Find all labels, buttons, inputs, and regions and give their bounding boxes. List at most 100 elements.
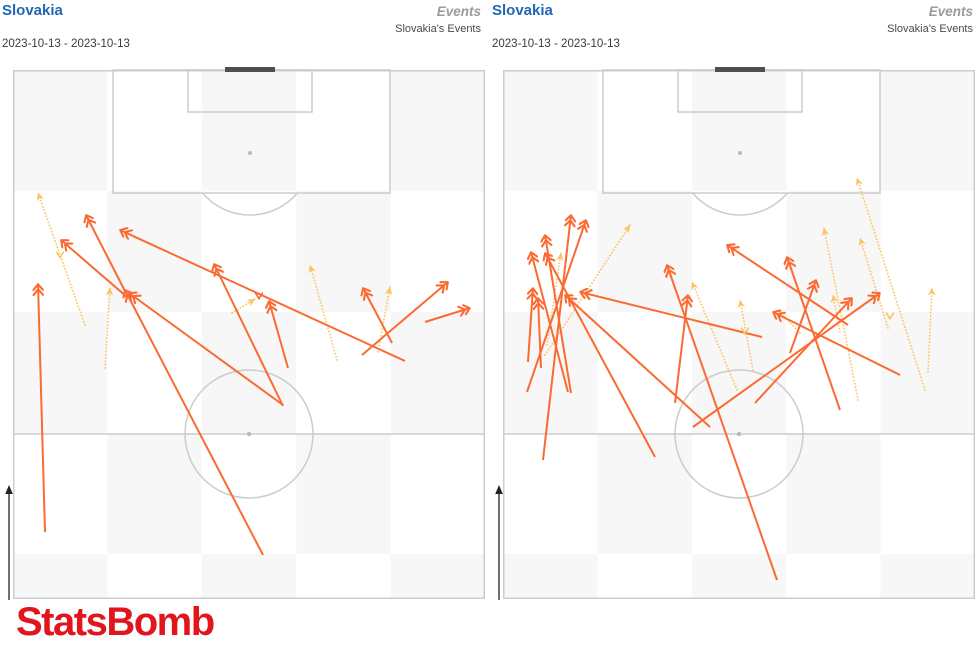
- statsbomb-logo: StatsBomb: [16, 600, 215, 644]
- completed-pass-arrow: [269, 301, 289, 369]
- completed-pass-arrow: [787, 257, 841, 411]
- pitch-zone: [296, 433, 391, 554]
- chart-subtitle: Slovakia's Events: [887, 23, 973, 35]
- completed-pass-arrow: [61, 240, 128, 298]
- pitch-zone: [296, 191, 391, 312]
- completed-pass-arrow: [692, 293, 880, 428]
- completed-pass-arrow: [361, 282, 448, 356]
- pitch-zone: [390, 433, 485, 554]
- pitch-zone: [786, 554, 881, 599]
- pitch-zone: [597, 312, 692, 433]
- pitch-zone: [107, 312, 202, 433]
- incomplete-pass-arrow: [36, 192, 86, 326]
- pitch-zone: [691, 433, 787, 554]
- pitch-zone: [390, 554, 485, 599]
- completed-pass-arrow: [565, 295, 711, 428]
- pitch-zone: [201, 70, 297, 191]
- chart-subtitle: Slovakia's Events: [395, 23, 481, 35]
- pitch-zone: [13, 191, 108, 312]
- incomplete-pass-arrow: [821, 227, 859, 401]
- pitch-zone: [503, 312, 598, 433]
- date-range: 2023-10-13 - 2023-10-13: [492, 38, 620, 50]
- penalty-spot: [738, 151, 742, 155]
- pitch-zone: [201, 433, 297, 554]
- pitch-zone: [691, 312, 787, 433]
- center-spot: [246, 431, 252, 437]
- pitch-zone: [107, 433, 202, 554]
- pitch-zone: [201, 191, 297, 312]
- pitch-zone: [786, 433, 881, 554]
- attack-direction-arrowhead: [495, 485, 503, 494]
- completed-pass-arrow: [754, 298, 852, 404]
- goal: [225, 67, 275, 72]
- completed-pass-arrow: [214, 264, 284, 407]
- pitch-zone: [201, 312, 297, 433]
- completed-pass-arrow: [531, 252, 569, 393]
- incomplete-pass-arrow: [855, 177, 926, 391]
- pitch-zone: [691, 191, 787, 312]
- incomplete-pass-arrow: [858, 237, 889, 329]
- pitch-zone: [201, 554, 297, 599]
- pitch-zone: [107, 554, 202, 599]
- completed-pass-arrow: [542, 215, 571, 461]
- completed-pass-arrow: [538, 298, 541, 369]
- incomplete-pass-arrow: [927, 287, 936, 373]
- completed-pass-arrow: [773, 312, 901, 376]
- pitch-zone: [597, 70, 692, 191]
- pitch-zone: [13, 70, 108, 191]
- pitch-zone: [390, 312, 485, 433]
- date-range: 2023-10-13 - 2023-10-13: [2, 38, 130, 50]
- pitch-zone: [296, 554, 391, 599]
- pitch-zone: [296, 70, 391, 191]
- pitch-zone: [880, 70, 975, 191]
- pitch-zone: [13, 312, 108, 433]
- completed-pass-arrow: [38, 284, 46, 533]
- completed-pass-arrow: [674, 295, 688, 404]
- incomplete-pass-arrow: [377, 286, 393, 353]
- incomplete-pass-arrow: [308, 264, 338, 361]
- chart-type-label: Events: [928, 4, 973, 19]
- panel-header-right: Slovakia Events Slovakia's Events 2023-1…: [492, 2, 973, 56]
- penalty-spot: [248, 151, 252, 155]
- pitch-zone: [503, 191, 598, 312]
- pitch-zone: [503, 554, 598, 599]
- completed-pass-arrow: [125, 290, 264, 556]
- pitch-zone: [880, 433, 975, 554]
- completed-pass-arrow: [789, 280, 816, 354]
- team-title: Slovakia: [492, 2, 553, 19]
- completed-pass-arrow: [120, 230, 406, 362]
- completed-pass-arrow: [526, 220, 586, 393]
- completed-pass-arrow: [580, 292, 763, 338]
- penalty-arc: [202, 192, 298, 216]
- pitch-zone: [880, 554, 975, 599]
- incomplete-pass-arrow: [737, 299, 754, 371]
- incomplete-pass-arrow: [104, 287, 114, 369]
- incomplete-pass-arrow: [544, 224, 631, 356]
- pitch-zone: [13, 433, 108, 554]
- center-spot: [736, 431, 742, 437]
- penalty-arc: [692, 192, 788, 216]
- event-marker-yellow: [55, 251, 65, 260]
- incomplete-pass-arrow: [691, 281, 738, 391]
- panel-header-left: Slovakia Events Slovakia's Events 2023-1…: [2, 2, 481, 56]
- completed-pass-arrow: [528, 288, 533, 363]
- pitch-zone: [880, 191, 975, 312]
- pitch-pass-map-left: [5, 67, 485, 600]
- pitch-zone: [691, 554, 787, 599]
- completed-pass-arrow: [545, 253, 656, 458]
- completed-pass-arrow: [727, 245, 849, 326]
- incomplete-pass-arrow: [830, 294, 841, 333]
- team-title: Slovakia: [2, 2, 63, 19]
- pitch-zone: [13, 554, 108, 599]
- pitch-zone: [597, 433, 692, 554]
- pitch-zone: [597, 554, 692, 599]
- pitch-zone: [390, 191, 485, 312]
- pitch-zone: [107, 191, 202, 312]
- event-marker-yellow: [740, 327, 750, 336]
- pitch-pass-map-right: [495, 67, 975, 600]
- completed-pass-arrow: [424, 308, 470, 323]
- event-marker-orange: [254, 292, 264, 301]
- incomplete-pass-arrow: [231, 298, 256, 314]
- pitch-zone: [390, 70, 485, 191]
- completed-pass-arrow: [129, 293, 284, 406]
